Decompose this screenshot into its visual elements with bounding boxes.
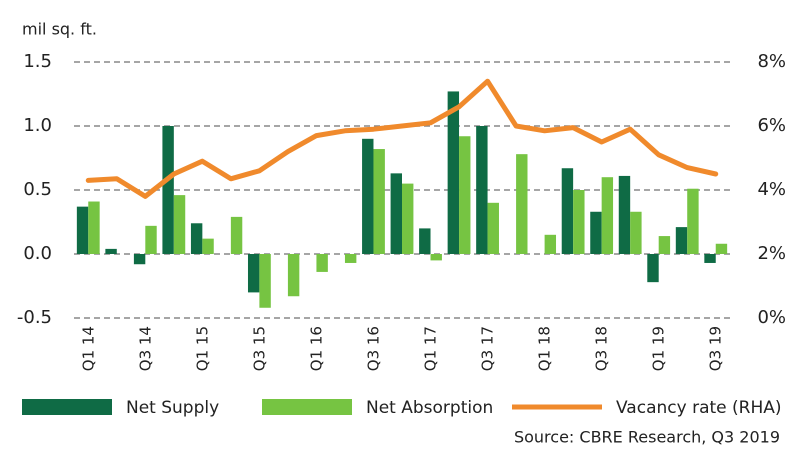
legend-swatch <box>262 399 352 415</box>
bar <box>162 126 174 254</box>
y2-tick-label: 2% <box>757 243 786 264</box>
bar <box>247 254 260 293</box>
bar <box>715 243 728 254</box>
bar <box>561 168 574 254</box>
y2-tick-label: 4% <box>757 179 786 200</box>
x-tick-label: Q1 19 <box>650 326 668 371</box>
y-tick-label: 0.0 <box>23 243 52 264</box>
y2-tick-label: 6% <box>757 115 786 136</box>
bar <box>402 183 414 254</box>
x-tick-label: Q1 17 <box>422 326 440 371</box>
x-tick-label: Q1 18 <box>536 326 554 371</box>
x-tick-label: Q3 15 <box>250 326 268 371</box>
bar <box>145 225 157 254</box>
bar <box>105 248 117 254</box>
bar <box>419 228 431 254</box>
bar <box>202 238 214 254</box>
source: Source: CBRE Research, Q3 2019 <box>514 428 780 447</box>
x-tick-label: Q3 18 <box>593 326 611 371</box>
x-tick-label: Q3 19 <box>707 326 725 371</box>
bar <box>287 254 300 297</box>
y-tick-label: -0.5 <box>17 307 52 328</box>
bar <box>573 190 585 254</box>
bar <box>390 173 402 254</box>
bar <box>316 254 328 272</box>
legend-label: Vacancy rate (RHA) <box>616 398 782 418</box>
x-tick-label: Q3 14 <box>136 326 154 371</box>
bar <box>647 254 659 283</box>
bar <box>658 236 671 254</box>
y2-tick-label: 0% <box>757 307 786 328</box>
legend-label: Net Absorption <box>366 398 493 418</box>
bar <box>76 206 89 254</box>
bar <box>259 254 271 308</box>
x-tick-label: Q1 15 <box>193 326 211 371</box>
bar <box>516 154 528 254</box>
x-tick-label: Q1 16 <box>307 326 325 371</box>
bar <box>430 254 442 261</box>
bar <box>687 188 699 254</box>
bar <box>447 91 460 254</box>
bar <box>173 195 186 254</box>
bar <box>344 254 357 263</box>
bar <box>630 211 642 254</box>
bar <box>675 227 688 254</box>
bar <box>133 254 146 265</box>
bar <box>459 136 471 254</box>
bar <box>476 126 488 254</box>
bar <box>373 149 385 254</box>
bar <box>704 254 716 263</box>
y2-tick-label: 8% <box>757 51 786 72</box>
bar <box>618 175 631 254</box>
y-tick-label: 0.5 <box>23 179 52 200</box>
bar <box>230 216 243 254</box>
bar <box>590 211 602 254</box>
legend-swatch <box>22 399 112 415</box>
bar <box>362 138 374 254</box>
x-tick-label: Q3 16 <box>364 326 382 371</box>
bar <box>544 234 557 254</box>
vacancy-line <box>85 78 719 199</box>
bar <box>601 177 614 254</box>
bar <box>190 223 203 254</box>
y-axis-label: mil sq. ft. <box>22 20 97 39</box>
x-tick-label: Q3 17 <box>479 326 497 371</box>
y-tick-label: 1.5 <box>23 51 52 72</box>
x-tick-label: Q1 14 <box>79 326 97 371</box>
legend-label: Net Supply <box>126 398 219 418</box>
bar <box>88 201 100 254</box>
y-tick-label: 1.0 <box>23 115 52 136</box>
bar <box>487 202 499 254</box>
